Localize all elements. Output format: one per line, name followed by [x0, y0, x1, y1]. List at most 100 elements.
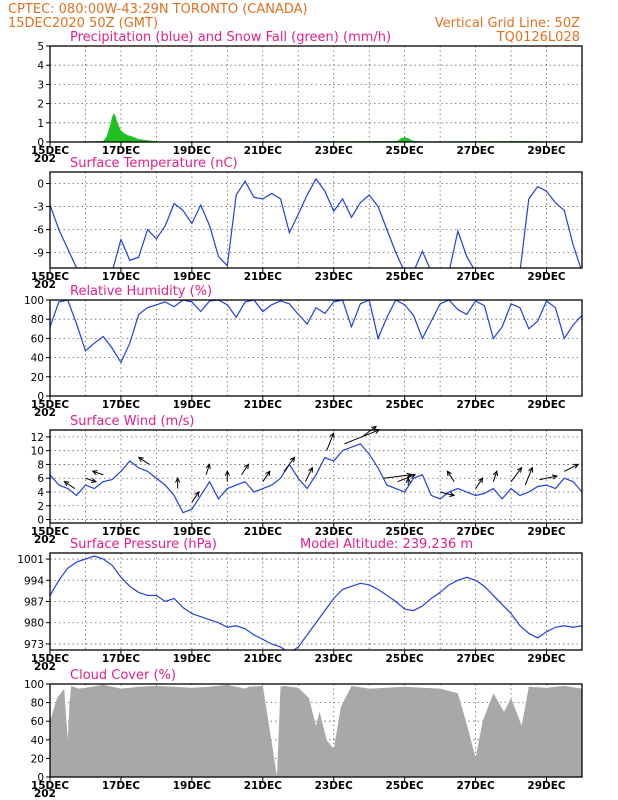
x-tick-label: 15DEC	[31, 526, 70, 538]
wind-arrow	[475, 477, 484, 489]
series-area-precip	[50, 113, 582, 142]
y-tick-label: -3	[34, 202, 44, 214]
y-tick-label: 80	[31, 314, 44, 326]
y-tick-label: 5	[37, 41, 44, 53]
x-tick-label: 19DEC	[173, 526, 212, 538]
wind-arrow-head	[243, 463, 250, 470]
wind-arrow-head	[528, 466, 534, 473]
x-tick-label: 27DEC	[456, 399, 495, 411]
panel-frame-precip	[49, 45, 583, 143]
x-tick-label: 29DEC	[527, 145, 566, 157]
x-tick-label: 29DEC	[527, 271, 566, 283]
panel-title-rh: Relative Humidity (%)	[70, 284, 212, 299]
wind-arrow-head	[265, 470, 271, 477]
wind-arrow-head	[90, 477, 98, 483]
x-year-label: 202	[34, 788, 56, 800]
series-line-pressure	[50, 555, 582, 650]
wind-arrow-head	[63, 480, 70, 487]
x-year-label: 202	[34, 534, 56, 546]
x-tick-label: 17DEC	[102, 399, 141, 411]
wind-arrow-head	[308, 466, 313, 473]
x-tick-label: 29DEC	[527, 526, 566, 538]
wind-arrow-shaft	[326, 432, 335, 451]
x-tick-label: 15DEC	[31, 145, 70, 157]
y-tick-label: 1001	[17, 554, 44, 566]
wind-arrow	[539, 474, 559, 481]
x-tick-label: 23DEC	[315, 399, 354, 411]
panel-rh: Relative Humidity (%) 0 20 40 60 80 100 15DEC 17…	[24, 284, 583, 419]
x-tick-label: 21DEC	[244, 399, 283, 411]
wind-arrow-shaft	[475, 477, 484, 489]
y-tick-label: 100	[24, 295, 44, 307]
x-tick-label: 21DEC	[244, 526, 283, 538]
x-tick-label: 25DEC	[386, 526, 425, 538]
y-tick-label: 0	[37, 772, 44, 784]
panels: Precipitation (blue) and Snow Fall (gree…	[17, 30, 583, 800]
x-year-label: 202	[34, 661, 56, 673]
wind-arrow	[361, 425, 378, 438]
x-tick-label: 23DEC	[315, 271, 354, 283]
x-tick-label: 17DEC	[102, 526, 141, 538]
wind-arrow	[446, 470, 455, 482]
y-tick-label: 987	[24, 597, 44, 609]
wind-arrow	[175, 476, 181, 489]
panel-title-wind: Surface Wind (m/s)	[70, 414, 194, 429]
y-tick-label: 2	[37, 99, 44, 111]
wind-arrow-head	[551, 474, 559, 480]
x-tick-label: 25DEC	[386, 653, 425, 665]
wind-arrow	[262, 470, 271, 482]
x-tick-label: 23DEC	[315, 145, 354, 157]
wind-arrow-shaft	[383, 474, 412, 479]
x-tick-label: 25DEC	[386, 399, 425, 411]
x-tick-label: 15DEC	[31, 653, 70, 665]
wind-arrow-head	[289, 456, 296, 463]
x-tick-label: 15DEC	[31, 271, 70, 283]
wind-arrow-shaft	[492, 471, 498, 482]
wind-arrow	[304, 466, 313, 482]
y-tick-label: 0	[37, 515, 44, 527]
x-tick-label: 15DEC	[31, 780, 70, 792]
x-tick-label: 29DEC	[527, 780, 566, 792]
y-tick-label: 40	[31, 735, 44, 747]
x-tick-label: 21DEC	[244, 653, 283, 665]
y-tick-label: 10	[31, 446, 44, 458]
y-tick-label: 994	[24, 575, 44, 587]
y-tick-label: 80	[31, 698, 44, 710]
wind-arrow-shaft	[241, 464, 249, 476]
wind-arrow-shaft	[191, 491, 200, 503]
x-tick-label: 19DEC	[173, 271, 212, 283]
x-tick-label: 17DEC	[102, 780, 141, 792]
wind-arrow-head	[446, 470, 452, 477]
wind-arrow	[205, 463, 211, 475]
wind-arrow-head	[478, 477, 484, 484]
wind-arrow-shaft	[539, 475, 558, 481]
wind-arrow-head	[205, 463, 211, 470]
x-tick-label: 27DEC	[456, 526, 495, 538]
x-tick-label: 23DEC	[315, 780, 354, 792]
y-tick-label: 4	[37, 60, 44, 72]
y-tick-label: -6	[34, 225, 45, 237]
y-tick-label: 3	[37, 79, 44, 91]
wind-arrow	[85, 477, 98, 483]
wind-arrow	[137, 456, 150, 465]
x-tick-label: 23DEC	[315, 653, 354, 665]
wind-arrow-head	[573, 463, 580, 469]
y-tick-label: 100	[24, 679, 44, 691]
x-tick-label: 15DEC	[31, 399, 70, 411]
wind-arrow	[524, 466, 534, 486]
x-tick-label: 27DEC	[456, 653, 495, 665]
y-tick-label: 8	[37, 459, 44, 471]
wind-arrow	[191, 490, 200, 503]
wind-arrow	[440, 491, 456, 498]
x-tick-label: 17DEC	[102, 145, 141, 157]
panel-precip: Precipitation (blue) and Snow Fall (gree…	[31, 30, 583, 165]
wind-arrow-shaft	[262, 470, 271, 482]
y-tick-label: 40	[31, 353, 44, 365]
x-tick-label: 27DEC	[456, 271, 495, 283]
wind-arrow-head	[329, 432, 335, 439]
x-tick-label: 19DEC	[173, 145, 212, 157]
wind-arrow-head	[405, 476, 411, 483]
wind-arrow-head	[410, 473, 417, 479]
y-tick-label: 6	[37, 473, 44, 485]
